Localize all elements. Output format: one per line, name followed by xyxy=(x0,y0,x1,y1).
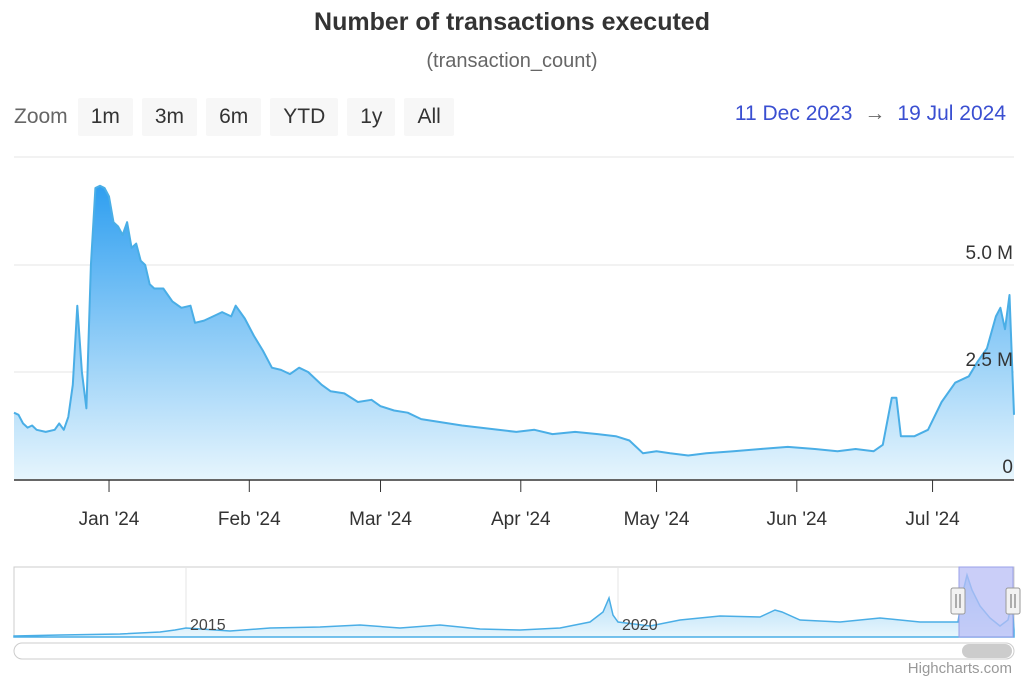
navigator[interactable]: 2015 2020 xyxy=(13,566,1021,660)
zoom-ytd-button[interactable]: YTD xyxy=(270,98,339,136)
chart-title: Number of transactions executed xyxy=(314,8,710,36)
zoom-label: Zoom xyxy=(14,105,68,128)
x-tick-label: Mar '24 xyxy=(349,509,412,530)
x-tick-label: Feb '24 xyxy=(218,509,281,530)
navigator-right-handle[interactable] xyxy=(1005,587,1021,615)
handle-body xyxy=(950,587,966,615)
zoom-1y-button[interactable]: 1y xyxy=(347,98,396,136)
range-from-input[interactable]: 11 Dec 2023 xyxy=(734,102,853,125)
navigator-selection xyxy=(958,566,1014,638)
plot-area xyxy=(13,184,1015,480)
range-arrow: → xyxy=(864,102,886,125)
x-tick-label: Jul '24 xyxy=(905,509,960,530)
x-tick-label: Apr '24 xyxy=(491,509,551,530)
date-range: 11 Dec 2023 → 19 Jul 2024 xyxy=(735,102,1006,126)
highcharts-credit[interactable]: Highcharts.com xyxy=(907,660,1012,677)
y-tick-label: 2.5 M xyxy=(965,350,1013,371)
series-line xyxy=(13,184,1015,457)
axes: 0 2.5 M 5.0 M Jan '24 Feb '24 Mar '24 Apr '24 M… xyxy=(14,243,1014,530)
handle-body xyxy=(1005,587,1021,615)
y-tick-label: 5.0 M xyxy=(965,243,1013,264)
zoom-1m-button[interactable]: 1m xyxy=(77,98,133,136)
series-area xyxy=(14,185,1014,480)
chart-subtitle: (transaction_count) xyxy=(426,50,598,72)
zoom-6m-button[interactable]: 6m xyxy=(206,98,262,136)
x-tick-label: May '24 xyxy=(624,509,690,530)
scrollbar-thumb[interactable] xyxy=(962,644,1012,658)
x-tick-label: Jan '24 xyxy=(79,509,140,530)
x-tick-label: Jun '24 xyxy=(766,509,827,530)
zoom-3m-button[interactable]: 3m xyxy=(141,98,198,136)
y-tick-label: 0 xyxy=(1002,457,1013,478)
zoom-all-button[interactable]: All xyxy=(404,98,454,136)
navigator-label: 2015 xyxy=(190,617,226,634)
navigator-left-handle[interactable] xyxy=(950,587,966,615)
zoom-bar: Zoom 1m 3m 6m YTD 1y All xyxy=(14,98,463,136)
scrollbar-track[interactable] xyxy=(13,642,1015,660)
range-to-input[interactable]: 19 Jul 2024 xyxy=(897,102,1006,125)
navigator-label: 2020 xyxy=(622,617,658,634)
